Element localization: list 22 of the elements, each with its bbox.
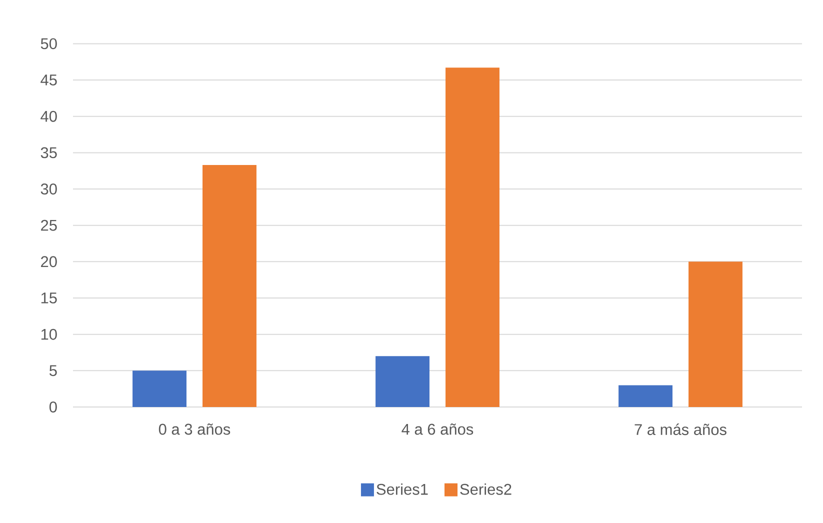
- y-tick-label: 45: [40, 74, 57, 86]
- y-tick-label: 10: [41, 328, 57, 340]
- y-tick-label: 30: [40, 184, 57, 195]
- legend-label: Series2: [460, 483, 512, 495]
- bar: [618, 385, 672, 407]
- y-tick-label: 15: [41, 292, 57, 304]
- x-tick-label: 4 a 6 años: [402, 424, 474, 435]
- bar: [202, 165, 256, 407]
- bar: [132, 370, 186, 407]
- bar: [688, 262, 742, 407]
- y-tick-label: 0: [49, 402, 57, 412]
- y-tick-label: 50: [40, 38, 57, 50]
- bar: [446, 68, 500, 407]
- y-tick-label: 40: [40, 110, 57, 122]
- x-tick-label: 0 a 3 años: [158, 424, 230, 435]
- y-tick-label: 25: [41, 220, 57, 231]
- y-tick-label: 35: [40, 147, 57, 158]
- y-tick-label: 5: [49, 365, 57, 376]
- bar: [376, 356, 430, 407]
- x-tick-label: 7 a más años: [634, 424, 726, 436]
- y-tick-label: 20: [41, 256, 57, 268]
- legend-label: Series1: [376, 483, 428, 495]
